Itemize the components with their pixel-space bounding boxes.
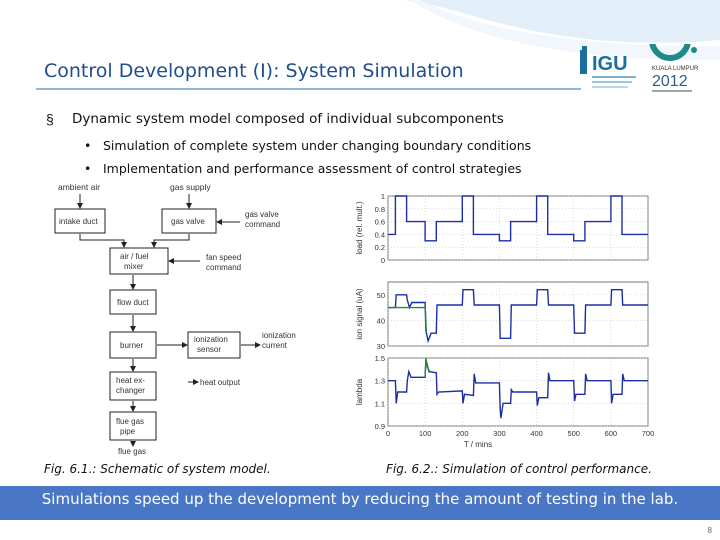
slide-title: Control Development (I): System Simulati… [44, 60, 464, 82]
chart-xtick-label: 0 [386, 429, 390, 438]
page-number: 8 [707, 526, 712, 535]
simulation-chart-svg: 0 0.2 0.4 0.6 0.8 1 load (rel. mult.) 30 40 50 ion… [355, 192, 655, 449]
simulation-chart: 0 0.2 0.4 0.6 0.8 1 load (rel. mult.) 30 40 50 ion… [350, 190, 668, 452]
chart-ylabel: lambda [355, 378, 364, 405]
text-flow-duct: flow duct [117, 298, 149, 307]
igu-emblem-icon [580, 46, 587, 74]
chart-ytick-label: 1.1 [375, 399, 385, 408]
sub-bullet-marker: • [84, 138, 92, 153]
signal-flue-gas: flue gas [118, 447, 146, 456]
block-ionization-sensor [187, 331, 241, 359]
chart-series-line [388, 306, 427, 331]
signal-ionization-1: ionization [262, 331, 296, 340]
chart-xtick-label: 100 [419, 429, 432, 438]
sub-bullet-text: Implementation and performance assessmen… [103, 161, 522, 176]
igu-logo-graphic: IGU KUALA LUMPUR 2012 [580, 19, 699, 92]
text-flue-pipe-2: pipe [120, 427, 136, 436]
block-intake-duct [54, 208, 106, 234]
chart-ytick-label: 1 [381, 192, 385, 201]
chart-ytick-label: 0.4 [375, 230, 385, 239]
chart-ytick-label: 1.3 [375, 377, 385, 386]
block-burner [109, 331, 157, 359]
block-mixer [109, 247, 169, 275]
chart-xtick-label: 200 [456, 429, 469, 438]
chart-ylabel: ion signal (uA) [355, 288, 364, 339]
block-heat-exchanger [109, 371, 157, 401]
chart-xtick-label: 600 [605, 429, 618, 438]
chart-caption: Fig. 6.2.: Simulation of control perform… [386, 462, 652, 476]
chart-ytick-label: 0.6 [375, 218, 385, 227]
title-underline [36, 88, 581, 90]
conclusion-text: Simulations speed up the development by … [41, 490, 679, 508]
chart-ytick-label: 40 [377, 316, 385, 325]
schematic-arrows [77, 194, 261, 447]
text-mixer-2: mixer [124, 262, 144, 271]
chart-series-line [388, 360, 648, 419]
bullet-marker: § [46, 111, 54, 127]
signal-ionization-2: current [262, 341, 288, 350]
conclusion-banner [0, 486, 720, 520]
schematic-diagram: ambient air gas supply intake duct gas v… [54, 182, 296, 456]
main-bullet: § Dynamic system model composed of indiv… [46, 111, 504, 127]
signal-gas-valve-cmd-2: command [245, 220, 280, 229]
label-ambient-air: ambient air [58, 182, 100, 192]
block-flue-gas-pipe [109, 411, 157, 441]
chart-xtick-label: 400 [530, 429, 543, 438]
chart-series-line [424, 357, 431, 378]
chart-ytick-label: 50 [377, 291, 385, 300]
chart-series-line [388, 288, 648, 344]
kl-logo-icon [649, 19, 697, 61]
sub-bullet-marker: • [84, 161, 92, 176]
label-gas-supply: gas supply [170, 182, 211, 192]
block-flow-duct [109, 289, 157, 315]
text-ionization-2: sensor [197, 345, 221, 354]
chart-ytick-label: 0.2 [375, 243, 385, 252]
signal-fan-speed-1: fan speed [206, 253, 241, 262]
text-heat-ex-2: changer [116, 386, 145, 395]
signal-heat-output: heat output [200, 378, 241, 387]
chart-ytick-label: 0.8 [375, 205, 385, 214]
schematic-caption: Fig. 6.1.: Schematic of system model. [44, 462, 271, 476]
logo-year-text: 2012 [652, 73, 688, 90]
chart-ytick-label: 1.5 [375, 354, 385, 363]
chart-ytick-label: 30 [377, 342, 385, 351]
chart-panel-frame [387, 281, 649, 347]
text-intake-duct: intake duct [59, 217, 98, 226]
chart-ylabel: load (rel. mult.) [355, 201, 364, 255]
text-mixer-1: air / fuel [120, 252, 149, 261]
text-gas-valve: gas valve [171, 217, 205, 226]
chart-xtick-label: 300 [493, 429, 506, 438]
header-swoosh [0, 0, 720, 61]
igu-logo: IGU KUALA LUMPUR 2012 [578, 19, 720, 104]
text-heat-ex-1: heat ex- [116, 376, 145, 385]
text-burner: burner [120, 341, 143, 350]
signal-gas-valve-cmd-1: gas valve [245, 210, 279, 219]
chart-xtick-label: 500 [567, 429, 580, 438]
signal-fan-speed-2: command [206, 263, 241, 272]
logo-city-text: KUALA LUMPUR [652, 66, 699, 72]
chart-panel-frame [387, 195, 649, 261]
chart-series-line [388, 195, 648, 242]
chart-xlabel: T / mins [464, 440, 492, 449]
main-bullet-text: Dynamic system model composed of individ… [72, 111, 504, 127]
header-decoration [0, 0, 720, 100]
chart-ytick-label: 0 [381, 256, 385, 265]
chart-ytick-label: 0.9 [375, 422, 385, 431]
chart-xtick-label: 700 [642, 429, 655, 438]
schematic-figure: ambient air gas supply intake duct gas v… [50, 180, 340, 456]
text-ionization-1: ionization [194, 335, 228, 344]
logo-org-text: IGU [592, 53, 628, 75]
sub-bullet-text: Simulation of complete system under chan… [103, 138, 532, 153]
text-flue-pipe-1: flue gas [116, 417, 144, 426]
